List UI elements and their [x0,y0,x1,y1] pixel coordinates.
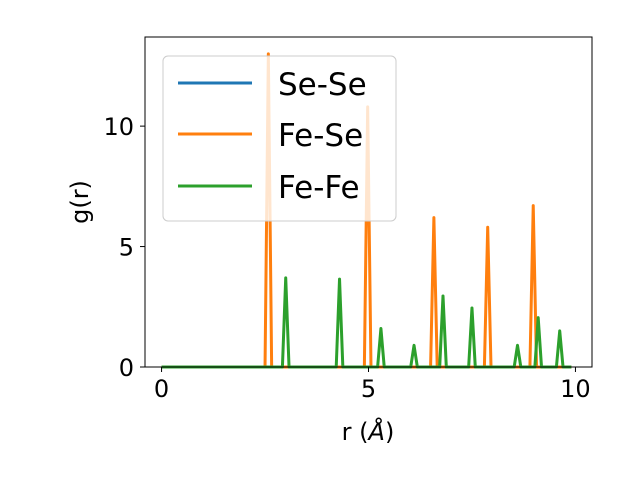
y-tick-label: 0 [119,354,134,382]
x-tick-label: 10 [560,375,591,403]
legend-label-fe-fe: Fe-Fe [278,170,360,206]
y-tick-label: 10 [103,113,134,141]
legend-box [162,55,397,222]
legend-label-fe-se: Fe-Se [278,118,363,154]
x-axis-label: r (Å) [342,417,395,446]
y-tick-label: 5 [119,234,134,262]
legend: Se-Se Fe-Se Fe-Fe [162,55,397,222]
series-line-fe-se [161,52,572,369]
tick-layer: 0 5 10 0 5 10 [103,113,590,403]
x-tick-label: 5 [361,375,376,403]
x-tick-label: 0 [154,375,169,403]
legend-label-se-se: Se-Se [278,67,367,103]
series-line-fe-fe [161,276,572,369]
y-axis-label: g(r) [66,180,94,224]
